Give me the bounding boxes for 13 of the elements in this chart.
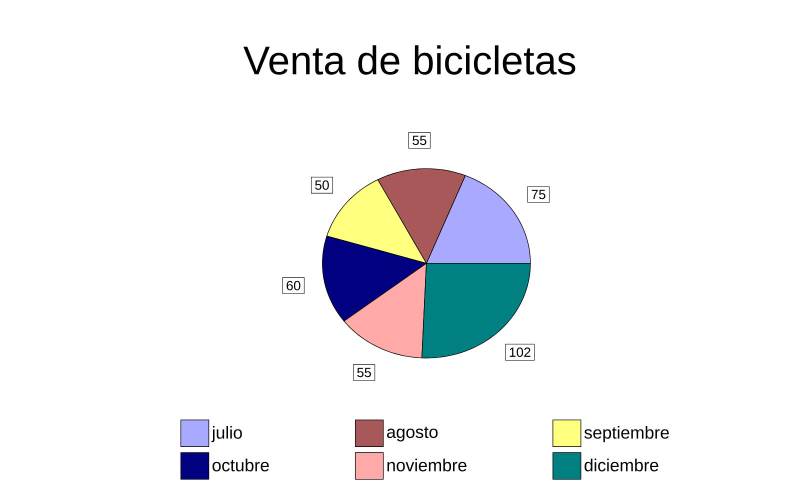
data-label: 55	[412, 136, 426, 146]
legend-label: octubre	[212, 458, 269, 472]
data-label: 50	[315, 180, 329, 190]
data-label: 75	[532, 190, 546, 200]
data-label: 60	[286, 280, 300, 290]
legend-label: noviembre	[387, 458, 466, 472]
legend-label: diciembre	[584, 458, 658, 472]
data-label: 55	[357, 368, 371, 378]
data-label: 102	[510, 348, 530, 357]
legend-label: julio	[211, 426, 242, 442]
legend-label: agosto	[387, 426, 438, 442]
legend-label: septiembre	[584, 426, 669, 442]
chart-title: Venta de bicicletas	[243, 45, 576, 75]
